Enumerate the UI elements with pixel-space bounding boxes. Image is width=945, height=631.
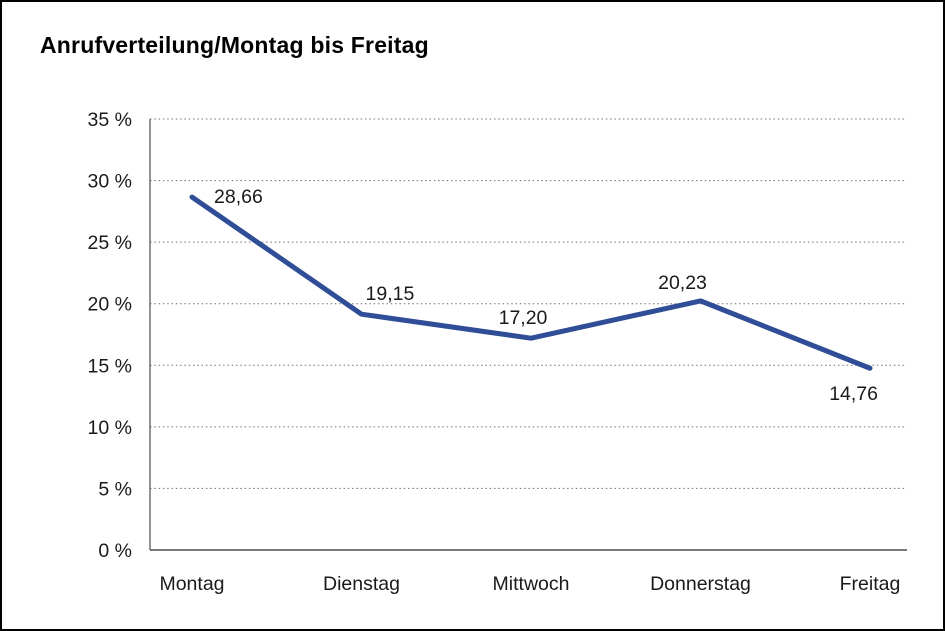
x-category-label: Freitag <box>840 573 901 595</box>
x-category-label: Mittwoch <box>493 573 570 595</box>
y-tick-label: 15 % <box>88 355 132 377</box>
x-category-label: Montag <box>159 573 224 595</box>
y-tick-label: 25 % <box>88 232 132 254</box>
y-tick-label: 10 % <box>88 417 132 439</box>
y-tick-label: 35 % <box>88 109 132 131</box>
x-category-label: Dienstag <box>323 573 400 595</box>
value-label: 19,15 <box>366 283 415 305</box>
value-label: 20,23 <box>658 272 707 294</box>
y-tick-label: 30 % <box>88 171 132 193</box>
y-tick-label: 20 % <box>88 294 132 316</box>
value-label: 28,66 <box>214 186 263 208</box>
value-label: 14,76 <box>829 383 878 405</box>
value-label: 17,20 <box>499 307 548 329</box>
y-tick-label: 5 % <box>98 478 132 500</box>
data-line <box>189 194 873 371</box>
y-tick-label: 0 % <box>98 540 132 562</box>
x-category-label: Donnerstag <box>650 573 751 595</box>
chart-title: Anrufverteilung/Montag bis Freitag <box>40 32 429 58</box>
